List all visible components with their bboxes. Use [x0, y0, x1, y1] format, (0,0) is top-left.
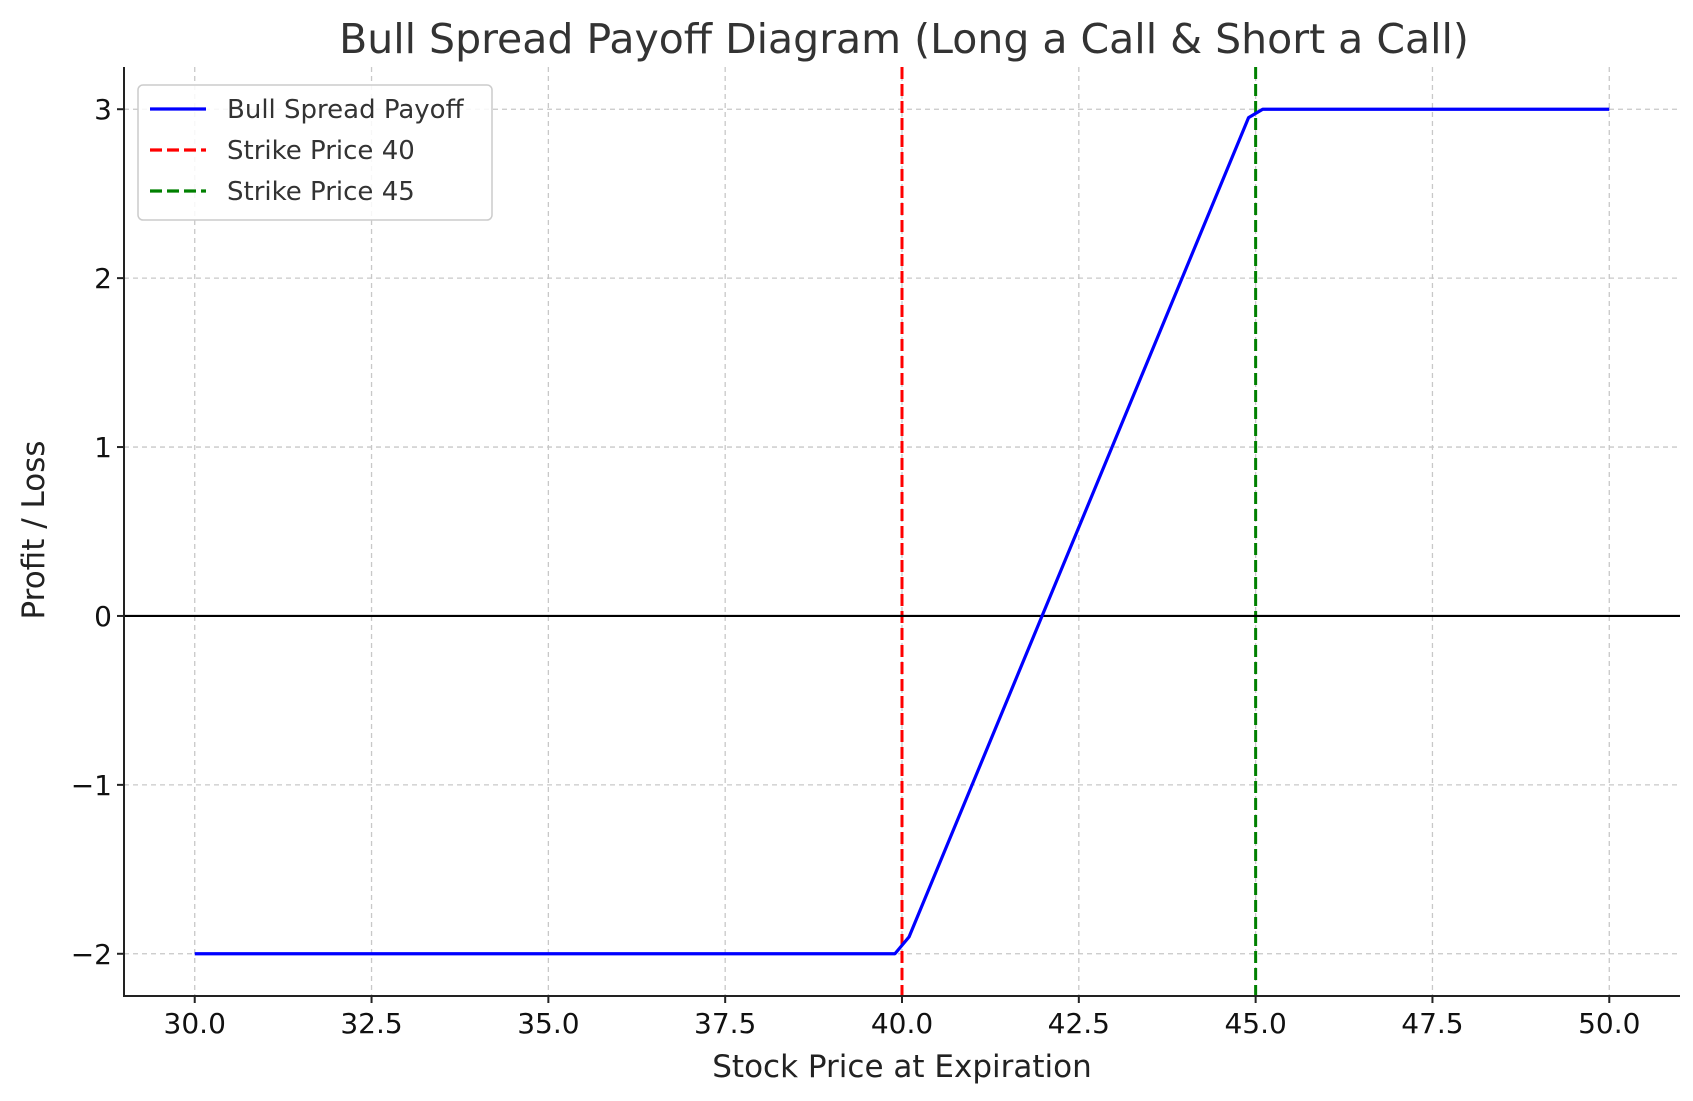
- chart-title: Bull Spread Payoff Diagram (Long a Call …: [339, 15, 1469, 63]
- legend-label: Strike Price 40: [227, 136, 415, 166]
- x-tick-label: 30.0: [164, 1007, 226, 1040]
- series-line-bull-spread-payoff: [194, 107, 1610, 956]
- y-tick-label: 1: [94, 431, 112, 464]
- x-tick-label: 40.0: [871, 1007, 933, 1040]
- x-tick-label: 37.5: [694, 1007, 756, 1040]
- y-tick-label: 0: [94, 600, 112, 633]
- series-lines: [194, 107, 1610, 956]
- y-tick-label: 3: [94, 93, 112, 126]
- x-tick-label: 45.0: [1224, 1007, 1286, 1040]
- legend: Bull Spread Payoff Strike Price 40 Strike …: [137, 84, 493, 221]
- y-axis-label: Profit / Loss: [16, 440, 52, 619]
- x-tick-label: 32.5: [340, 1007, 402, 1040]
- y-ticks: −2 −1 0 1 2 3: [71, 93, 124, 971]
- x-ticks: 30.0 32.5 35.0 37.5 40.0 42.5 45.0 47.5 50.0: [164, 996, 1640, 1040]
- y-tick-label: 2: [94, 262, 112, 295]
- legend-label: Strike Price 45: [227, 177, 415, 207]
- axis-spines: [123, 67, 1680, 997]
- legend-label: Bull Spread Payoff: [227, 95, 465, 125]
- legend-box: [137, 84, 493, 221]
- x-tick-label: 47.5: [1401, 1007, 1463, 1040]
- y-tick-label: −2: [71, 938, 112, 971]
- x-tick-label: 50.0: [1578, 1007, 1640, 1040]
- x-axis-label: Stock Price at Expiration: [712, 1049, 1091, 1085]
- y-tick-label: −1: [71, 769, 112, 802]
- x-tick-label: 35.0: [517, 1007, 579, 1040]
- reference-lines: [124, 67, 1680, 996]
- axes: [123, 67, 1680, 997]
- x-tick-label: 42.5: [1048, 1007, 1110, 1040]
